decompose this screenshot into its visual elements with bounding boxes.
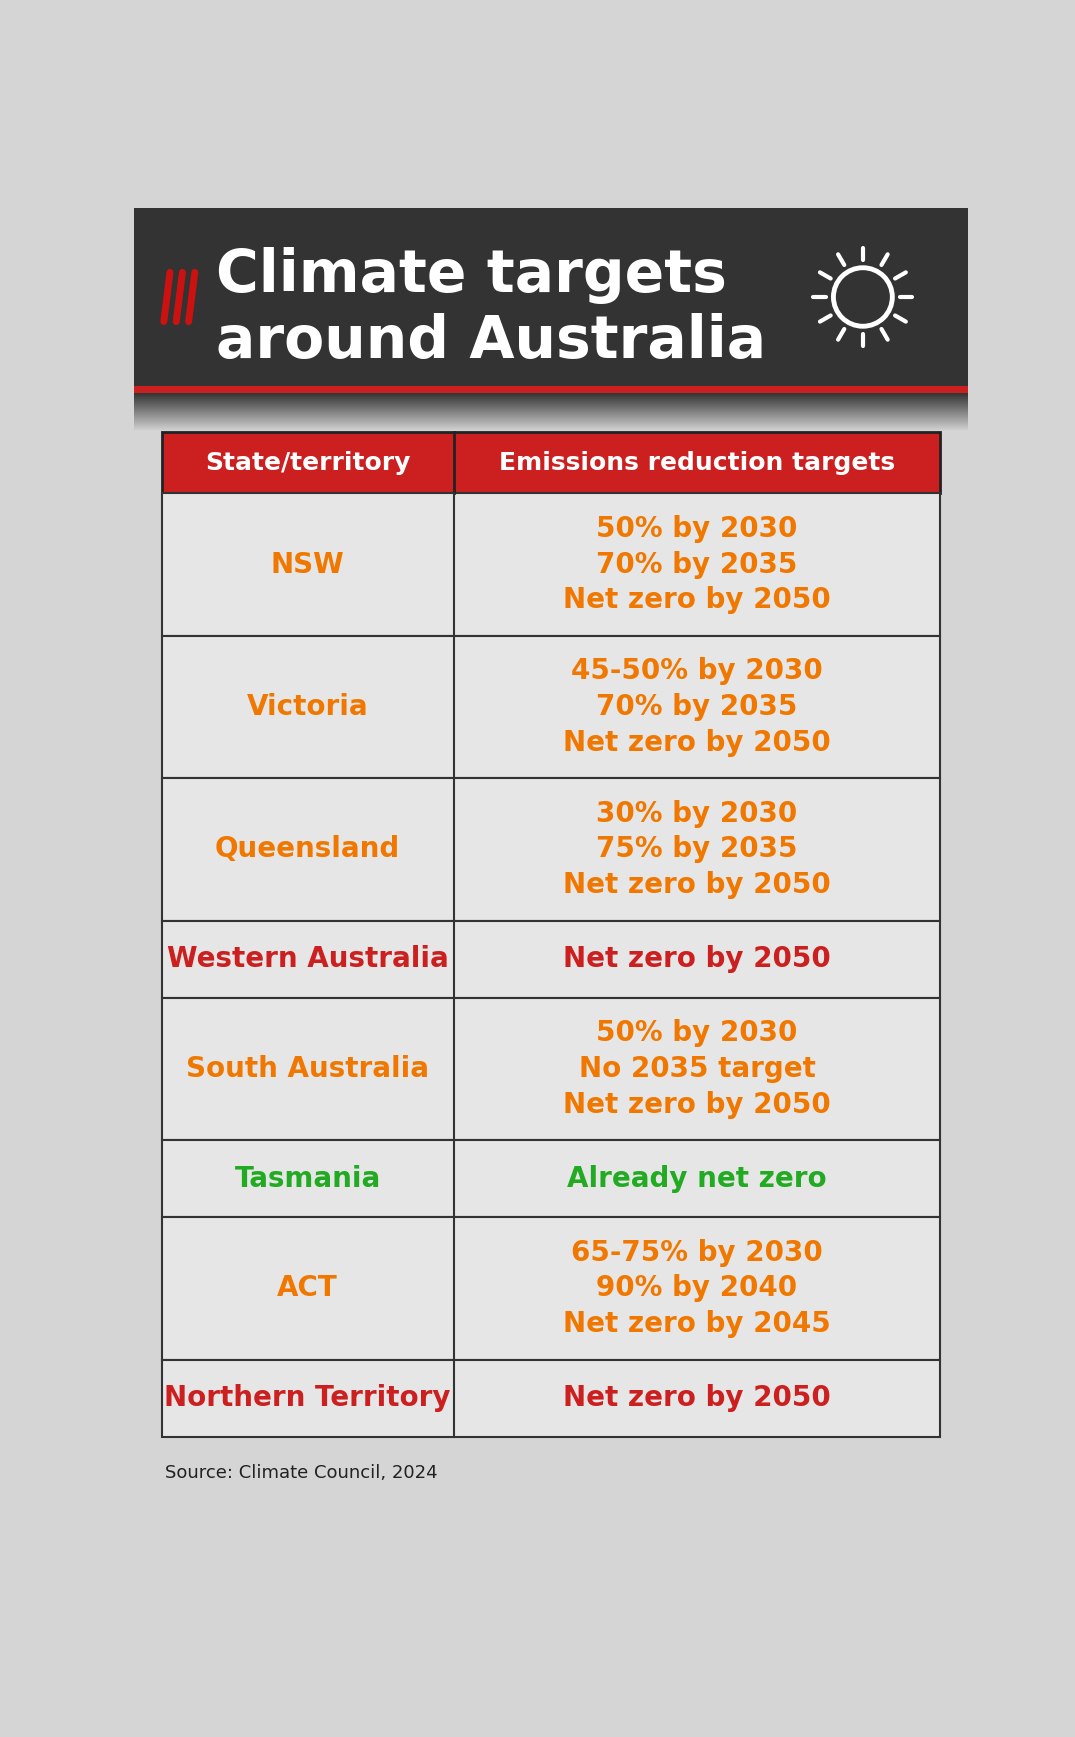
Text: State/territory: State/territory (205, 450, 411, 474)
Bar (134, 386, 968, 393)
Text: Net zero by 2050: Net zero by 2050 (563, 1384, 831, 1412)
Text: Source: Climate Council, 2024: Source: Climate Council, 2024 (166, 1464, 438, 1482)
Text: South Australia: South Australia (186, 1054, 429, 1082)
Text: around Australia: around Australia (216, 313, 765, 370)
Text: 70% by 2035: 70% by 2035 (597, 551, 798, 578)
Text: ACT: ACT (277, 1275, 338, 1303)
Text: 70% by 2035: 70% by 2035 (597, 693, 798, 721)
Text: 75% by 2035: 75% by 2035 (597, 835, 798, 863)
Text: Tasmania: Tasmania (234, 1164, 381, 1193)
Bar (161, 433, 941, 493)
Text: Net zero by 2050: Net zero by 2050 (563, 870, 831, 900)
Text: NSW: NSW (271, 551, 344, 578)
Text: Net zero by 2050: Net zero by 2050 (563, 945, 831, 973)
Text: Northern Territory: Northern Territory (164, 1384, 450, 1412)
Text: Net zero by 2045: Net zero by 2045 (563, 1310, 831, 1337)
Bar (161, 636, 941, 778)
Text: Net zero by 2050: Net zero by 2050 (563, 1091, 831, 1119)
Bar (161, 778, 941, 921)
Text: 50% by 2030: 50% by 2030 (597, 1020, 798, 1047)
Text: 50% by 2030: 50% by 2030 (597, 514, 798, 544)
Bar (161, 493, 941, 636)
Text: No 2035 target: No 2035 target (578, 1054, 816, 1082)
Bar (161, 997, 941, 1139)
Bar (161, 921, 941, 997)
Text: Already net zero: Already net zero (568, 1164, 827, 1193)
Text: 45-50% by 2030: 45-50% by 2030 (571, 657, 822, 686)
Text: Queensland: Queensland (215, 835, 400, 863)
Text: Climate targets: Climate targets (216, 247, 727, 304)
Text: Net zero by 2050: Net zero by 2050 (563, 728, 831, 757)
Text: Emissions reduction targets: Emissions reduction targets (499, 450, 895, 474)
Bar (161, 1139, 941, 1218)
Bar (161, 1218, 941, 1360)
Text: 30% by 2030: 30% by 2030 (597, 799, 798, 829)
Text: 90% by 2040: 90% by 2040 (597, 1275, 798, 1303)
Text: Western Australia: Western Australia (167, 945, 448, 973)
Text: Victoria: Victoria (247, 693, 369, 721)
Bar (134, 208, 968, 386)
Bar (161, 1360, 941, 1436)
Text: 65-75% by 2030: 65-75% by 2030 (571, 1238, 822, 1266)
Text: Net zero by 2050: Net zero by 2050 (563, 585, 831, 615)
